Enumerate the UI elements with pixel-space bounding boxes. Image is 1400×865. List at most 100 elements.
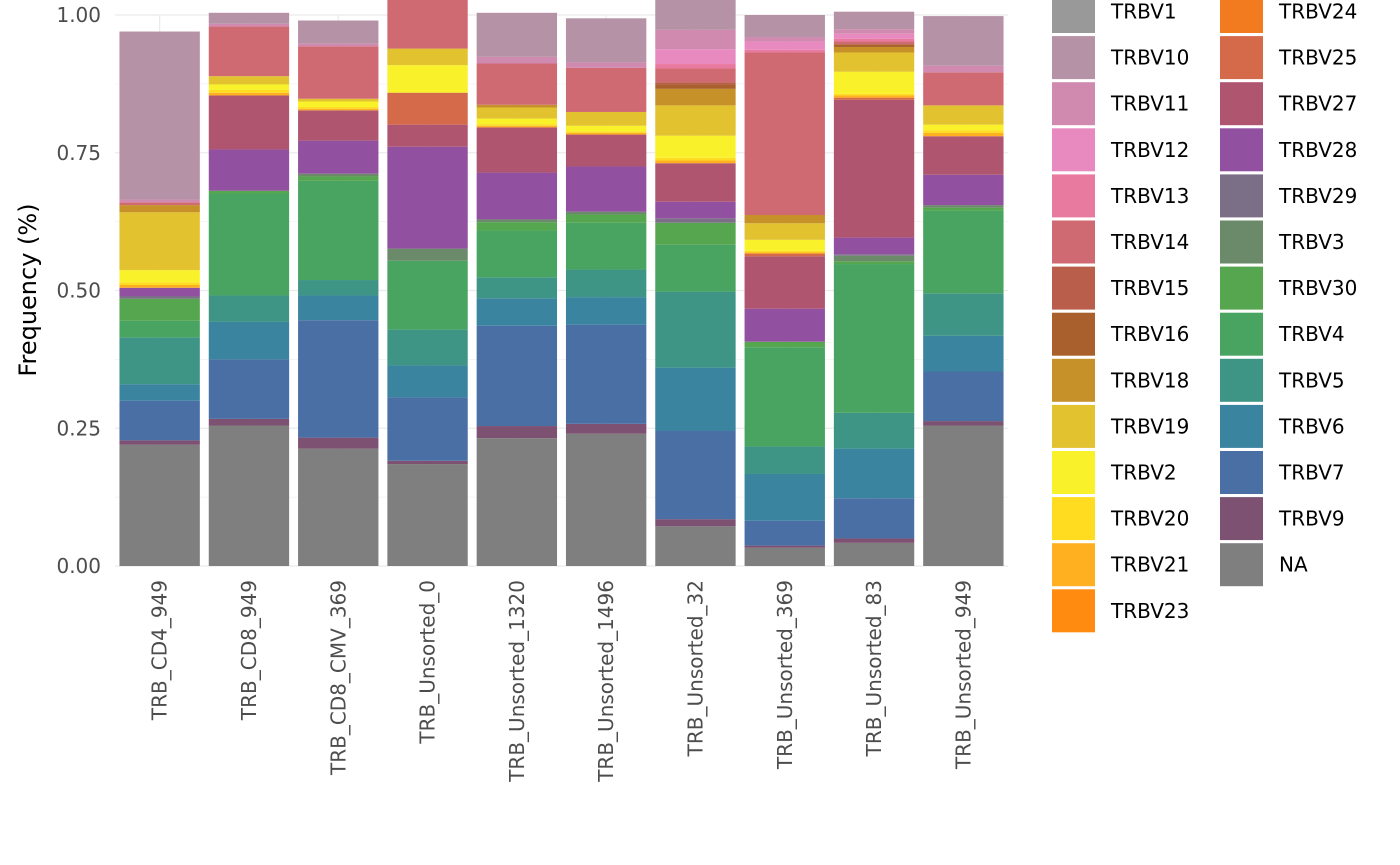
bar-segment[interactable]	[565, 214, 647, 223]
bar-segment[interactable]	[565, 111, 647, 126]
bar-segment[interactable]	[565, 222, 647, 270]
bar-segment[interactable]	[565, 269, 647, 298]
bar-segment[interactable]	[833, 52, 915, 72]
legend-item[interactable]: TRBV24	[1220, 0, 1357, 33]
bar-segment[interactable]	[565, 131, 647, 133]
bar-stack[interactable]	[387, 0, 468, 566]
bar-segment[interactable]	[655, 88, 736, 106]
bar-segment[interactable]	[119, 212, 200, 271]
bar-segment[interactable]	[208, 418, 290, 426]
legend-item[interactable]: TRBV5	[1220, 358, 1345, 402]
legend-item[interactable]: TRBV12	[1052, 128, 1189, 172]
bar-segment[interactable]	[923, 371, 1004, 422]
bar-segment[interactable]	[744, 223, 825, 240]
bar-segment[interactable]	[565, 423, 647, 434]
bar-segment[interactable]	[923, 65, 1004, 73]
bar-segment[interactable]	[565, 134, 647, 167]
bar-segment[interactable]	[923, 425, 1004, 566]
bar-segment[interactable]	[833, 38, 915, 42]
bar-segment[interactable]	[208, 149, 290, 191]
bar-segment[interactable]	[655, 29, 736, 50]
legend-item[interactable]: TRBV16	[1052, 312, 1189, 356]
bar-segment[interactable]	[655, 163, 736, 202]
bar-segment[interactable]	[387, 65, 468, 93]
bar-segment[interactable]	[208, 95, 290, 150]
bar-segment[interactable]	[119, 284, 200, 288]
bar-segment[interactable]	[655, 526, 736, 566]
bar-segment[interactable]	[565, 297, 647, 325]
bar-segment[interactable]	[744, 545, 825, 548]
bar-segment[interactable]	[923, 130, 1004, 133]
bar-segment[interactable]	[744, 446, 825, 474]
bar-segment[interactable]	[833, 33, 915, 39]
bar-segment[interactable]	[387, 92, 468, 125]
bar-segment[interactable]	[119, 384, 200, 401]
bar-segment[interactable]	[655, 367, 736, 432]
bar-segment[interactable]	[833, 538, 915, 543]
bar-segment[interactable]	[923, 174, 1004, 206]
bar-segment[interactable]	[476, 127, 558, 173]
bar-segment[interactable]	[833, 29, 915, 34]
bar-segment[interactable]	[476, 230, 558, 278]
bar-segment[interactable]	[833, 95, 915, 98]
bar-segment[interactable]	[833, 46, 915, 53]
bar-segment[interactable]	[923, 207, 1004, 211]
bar-segment[interactable]	[655, 218, 736, 223]
bar-segment[interactable]	[833, 11, 915, 30]
bar-segment[interactable]	[387, 464, 468, 566]
bar-segment[interactable]	[119, 337, 200, 385]
legend-item[interactable]: TRBV21	[1052, 543, 1189, 587]
bar-segment[interactable]	[655, 82, 736, 85]
bar-segment[interactable]	[833, 261, 915, 265]
bar-segment[interactable]	[208, 425, 290, 566]
bar-segment[interactable]	[119, 205, 200, 213]
bar-segment[interactable]	[833, 254, 915, 256]
legend-item[interactable]: TRBV27	[1220, 82, 1357, 126]
legend-item[interactable]: TRBV15	[1052, 266, 1189, 310]
bar-segment[interactable]	[298, 107, 379, 109]
bar-segment[interactable]	[833, 71, 915, 94]
bar-segment[interactable]	[655, 519, 736, 527]
legend-item[interactable]: TRBV4	[1220, 312, 1345, 356]
bar-segment[interactable]	[476, 222, 558, 231]
bar-segment[interactable]	[655, 431, 736, 520]
bar-segment[interactable]	[744, 473, 825, 521]
bar-segment[interactable]	[208, 321, 290, 360]
bar-segment[interactable]	[565, 433, 647, 566]
bar-segment[interactable]	[476, 63, 558, 105]
bar-segment[interactable]	[387, 124, 468, 147]
legend-item[interactable]: TRBV6	[1220, 404, 1345, 448]
bar-segment[interactable]	[119, 282, 200, 285]
bar-segment[interactable]	[833, 448, 915, 499]
bar-segment[interactable]	[298, 448, 379, 566]
bar-segment[interactable]	[476, 219, 558, 223]
bar-segment[interactable]	[387, 48, 468, 66]
bar-segment[interactable]	[208, 193, 290, 296]
bar-segment[interactable]	[119, 296, 200, 299]
legend-item[interactable]: TRBV19	[1052, 404, 1189, 448]
legend[interactable]: TRBV1 TRBV10 TRBV11 TRBV12 TRBV13 TRBV14 TRBV1…	[1052, 0, 1357, 633]
bar-segment[interactable]	[119, 444, 200, 566]
legend-item[interactable]: TRBV7	[1220, 451, 1345, 494]
bar-segment[interactable]	[744, 520, 825, 546]
bar-segment[interactable]	[298, 437, 379, 449]
bar-segment[interactable]	[655, 201, 736, 219]
bar-segment[interactable]	[833, 93, 915, 96]
bar-segment[interactable]	[744, 41, 825, 50]
bar-segment[interactable]	[119, 400, 200, 441]
bar-segment[interactable]	[565, 132, 647, 135]
legend-item[interactable]: NA	[1220, 543, 1308, 587]
bar-segment[interactable]	[833, 44, 915, 47]
bar-segment[interactable]	[208, 23, 290, 27]
bar-segment[interactable]	[476, 172, 558, 220]
bar-segment[interactable]	[565, 62, 647, 68]
bar-segment[interactable]	[387, 329, 468, 366]
legend-item[interactable]: TRBV25	[1220, 36, 1357, 80]
bar-segment[interactable]	[298, 46, 379, 99]
bar-segment[interactable]	[744, 239, 825, 251]
bar-segment[interactable]	[833, 412, 915, 449]
legend-item[interactable]: TRBV2	[1052, 451, 1177, 494]
bar-segment[interactable]	[655, 244, 736, 292]
bar-segment[interactable]	[655, 84, 736, 89]
legend-item[interactable]: TRBV13	[1052, 174, 1189, 218]
